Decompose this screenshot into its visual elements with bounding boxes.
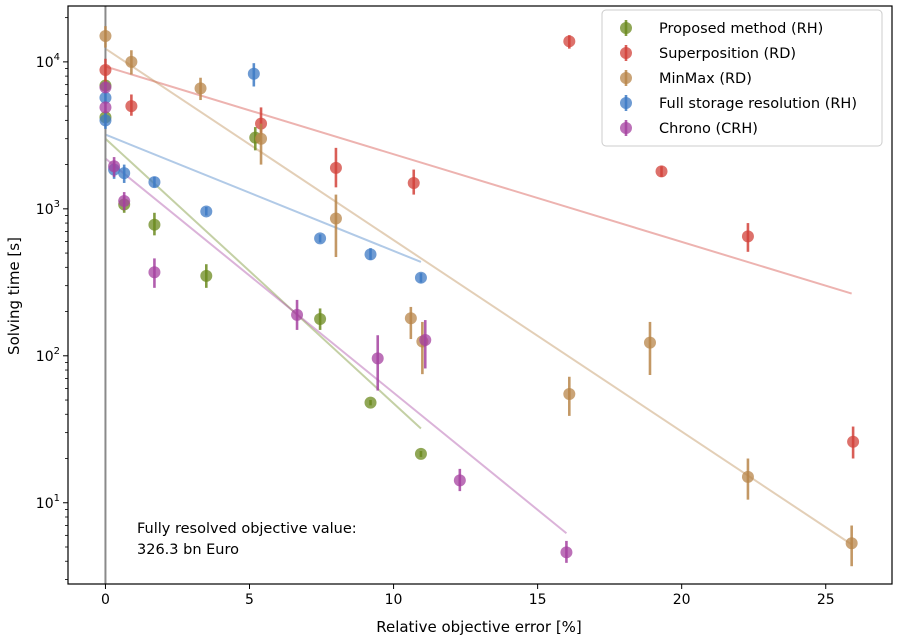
legend-label: Full storage resolution (RH) [659,96,857,112]
fit-lines [104,47,853,546]
fit-line-minmax-rd [104,47,853,546]
data-point [99,114,112,127]
legend-marker [620,47,632,59]
legend-label: Chrono (CRH) [659,121,758,137]
data-point [125,100,138,113]
legend-label: MinMax (RD) [659,71,752,87]
data-point [741,230,754,243]
legend: Proposed method (RH) Superposition (RD) Mi… [601,9,883,147]
x-tick-label: 25 [817,592,835,608]
y-axis-ticks: 101 102 103 104 [36,17,68,580]
data-point [314,232,327,245]
data-point [194,82,207,95]
legend-entry-chrono-crh: Chrono (CRH) [620,120,758,137]
data-point [560,546,573,559]
data-point [845,537,858,550]
fit-line-chrono-crh [104,157,568,535]
x-tick-label: 15 [529,592,547,608]
data-point [643,336,656,349]
data-point [200,205,213,218]
x-tick-label: 10 [385,592,403,608]
x-axis-ticks: 0 5 10 15 20 25 [101,584,835,608]
data-point [364,396,377,409]
data-point [99,81,112,94]
data-point [563,35,576,48]
legend-marker [620,22,632,34]
x-tick-label: 20 [673,592,691,608]
data-point [118,167,131,180]
data-point [741,470,754,483]
series-full-storage-resolution-rh [99,63,427,284]
data-point [118,195,131,208]
data-point [125,55,138,68]
legend-entry-superposition-rd: Superposition (RD) [620,45,796,62]
data-point [329,161,342,174]
x-tick-label: 0 [101,592,110,608]
legend-marker [620,122,632,134]
data-point [99,64,112,77]
data-point [108,160,121,173]
legend-entry-proposed-method-rh: Proposed method (RH) [620,20,823,37]
data-point [404,312,417,325]
data-point [655,165,668,178]
data-point [291,308,304,321]
data-point [419,334,432,347]
data-point [314,312,327,325]
y-tick-label: 101 [36,493,60,512]
y-tick-label: 103 [36,199,60,218]
legend-marker [620,72,632,84]
data-point [255,132,268,145]
legend-label: Proposed method (RH) [659,21,823,37]
plot-frame [67,5,893,585]
data-point [148,218,161,231]
series-chrono-crh [99,81,573,563]
y-tick-label: 102 [36,346,60,365]
legend-label: Superposition (RD) [659,46,796,62]
data-point [453,474,466,487]
data-point [148,176,161,189]
legend-marker [620,97,632,109]
data-point [414,271,427,284]
data-point [148,266,161,279]
annotation-line-2: 326.3 bn Euro [137,542,239,558]
data-point [414,447,427,460]
legend-entry-full-storage-resolution-rh: Full storage resolution (RH) [620,95,857,112]
series-superposition-rd [99,35,860,459]
data-point [99,101,112,114]
data-point [847,435,860,448]
data-point [563,387,576,400]
x-tick-label: 5 [245,592,254,608]
fit-line-proposed-method-rh [104,137,422,430]
legend-entry-minmax-rd: MinMax (RD) [620,70,752,87]
fit-line-full-storage-resolution-rh [105,133,422,263]
data-point [99,29,112,42]
data-point [99,91,112,104]
data-point [371,352,384,365]
data-points [99,26,860,567]
data-point [329,212,342,225]
data-point [407,176,420,189]
data-point [247,67,260,80]
data-point [200,269,213,282]
y-axis-label: Solving time [s] [5,237,23,355]
fit-line-superposition-rd [105,65,852,295]
legend-box [601,9,883,147]
y-tick-label: 104 [36,52,60,71]
data-point [364,248,377,261]
x-axis-label: Relative objective error [%] [376,618,582,636]
annotation-line-1: Fully resolved objective value: [137,521,357,537]
